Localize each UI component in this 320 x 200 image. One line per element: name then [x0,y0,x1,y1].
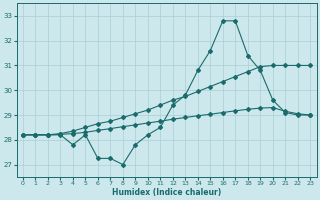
X-axis label: Humidex (Indice chaleur): Humidex (Indice chaleur) [112,188,221,197]
